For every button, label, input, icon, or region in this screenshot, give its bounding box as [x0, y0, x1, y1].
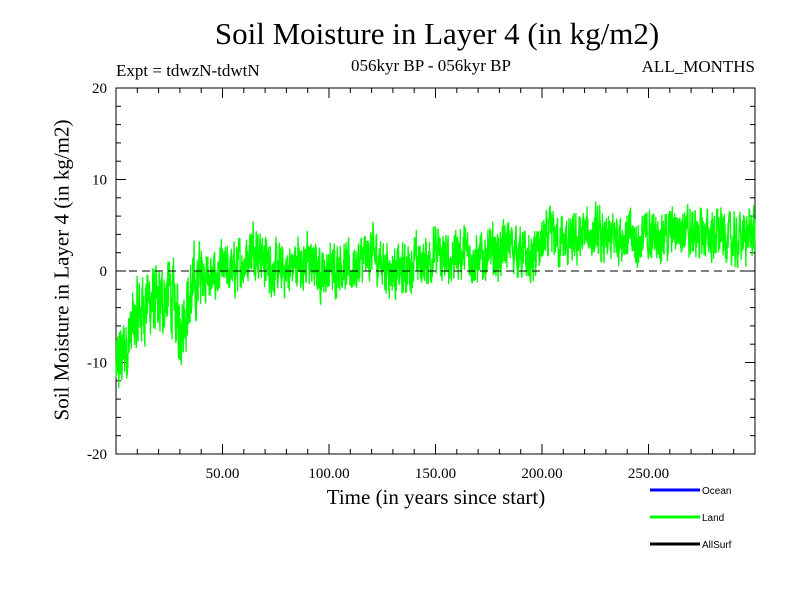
experiment-label: Expt = tdwzN-tdwtN	[116, 61, 260, 80]
series-line-land	[115, 201, 756, 389]
axis-ticks: -20 -10 0 10 20 50.00 100.00 150.00 200.00 250.00	[87, 81, 755, 482]
y-tick-label: 10	[92, 173, 107, 189]
x-tick-label: 200.00	[521, 466, 562, 482]
season-label: ALL_MONTHS	[641, 57, 755, 76]
x-axis-label: Time (in years since start)	[326, 485, 546, 509]
legend: Ocean Land AllSurf	[650, 486, 732, 551]
x-tick-label: 100.00	[308, 466, 349, 482]
legend-label-land: Land	[702, 513, 724, 524]
x-tick-label: 150.00	[415, 466, 456, 482]
series-layer	[115, 201, 756, 389]
y-tick-label: -20	[87, 447, 107, 463]
y-tick-label: -10	[87, 356, 107, 372]
x-tick-label: 250.00	[628, 466, 669, 482]
x-tick-label: 50.00	[206, 466, 240, 482]
legend-label-allsurf: AllSurf	[702, 540, 732, 551]
period-label: 056kyr BP - 056kyr BP	[351, 56, 511, 75]
legend-label-ocean: Ocean	[702, 486, 731, 497]
chart-title: Soil Moisture in Layer 4 (in kg/m2)	[214, 16, 660, 51]
y-tick-label: 20	[92, 81, 107, 97]
y-tick-label: 0	[100, 264, 108, 280]
